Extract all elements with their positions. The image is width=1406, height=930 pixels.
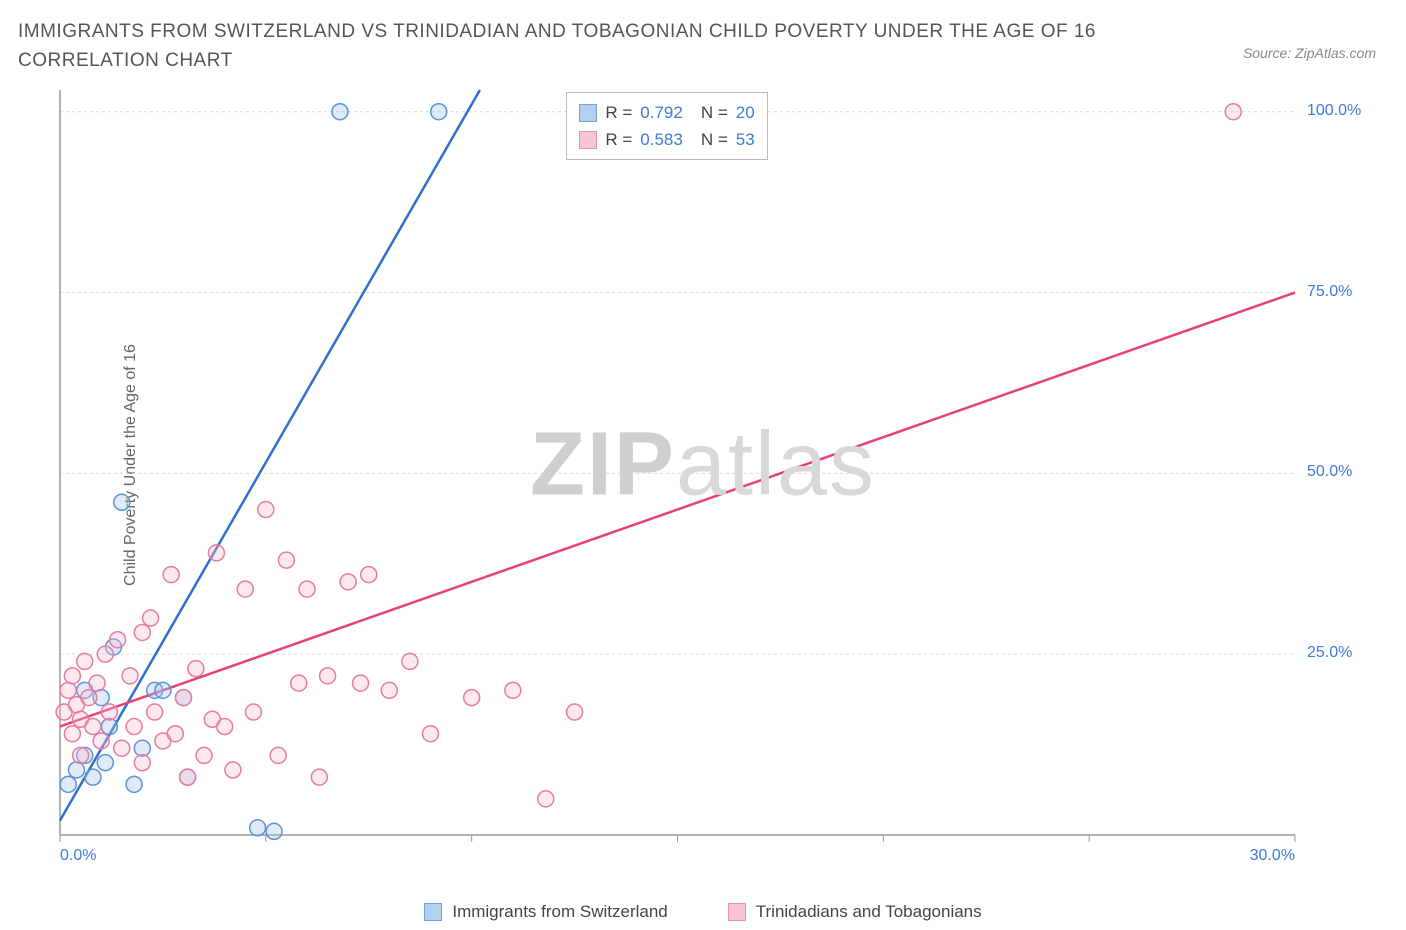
legend-swatch [728,903,746,921]
stat-n-label: N = [701,99,728,126]
tick-label: 25.0% [1307,644,1352,662]
tick-label: 0.0% [60,847,96,865]
stat-r-label: R = [605,126,632,153]
legend-item: Trinidadians and Tobagonians [728,902,982,922]
tick-label: 30.0% [1250,847,1295,865]
chart-title: IMMIGRANTS FROM SWITZERLAND VS TRINIDADI… [18,18,1118,75]
legend-swatch [424,903,442,921]
stat-r-value: 0.583 [640,126,683,153]
stats-row: R = 0.583 N = 53 [579,126,754,153]
scatter-plot [55,85,1355,875]
series-swatch [579,131,597,149]
stat-r-label: R = [605,99,632,126]
stat-n-label: N = [701,126,728,153]
tick-label: 50.0% [1307,463,1352,481]
stat-r-value: 0.792 [640,99,683,126]
legend: Immigrants from Switzerland Trinidadians… [0,902,1406,922]
stat-n-value: 53 [736,126,755,153]
correlation-stats-box: R = 0.792 N = 20 R = 0.583 N = 53 [566,92,767,160]
tick-label: 100.0% [1307,102,1361,120]
source-attribution: Source: ZipAtlas.com [1243,45,1376,61]
legend-label: Trinidadians and Tobagonians [756,902,982,922]
stats-row: R = 0.792 N = 20 [579,99,754,126]
tick-label: 75.0% [1307,283,1352,301]
legend-item: Immigrants from Switzerland [424,902,667,922]
series-swatch [579,104,597,122]
legend-label: Immigrants from Switzerland [452,902,667,922]
stat-n-value: 20 [736,99,755,126]
